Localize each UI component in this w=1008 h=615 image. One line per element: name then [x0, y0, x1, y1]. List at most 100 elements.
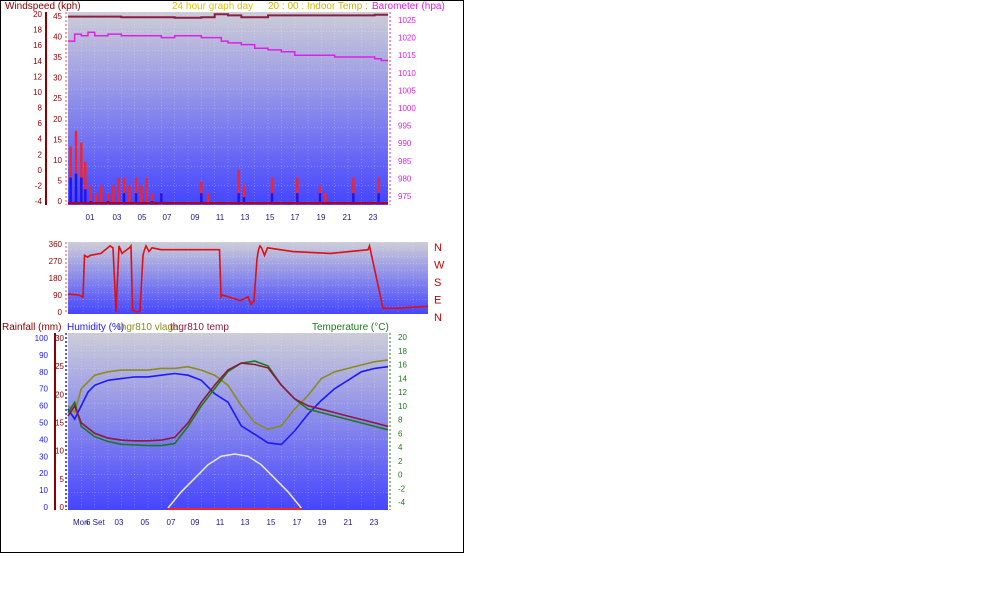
- baro-tick-label: 995: [398, 122, 412, 131]
- hour-label: 03: [113, 213, 122, 222]
- hour-label: 01: [86, 213, 95, 222]
- wind-gust-bar: [145, 177, 148, 203]
- humidity-line: [67, 365, 389, 446]
- wind-avg-bar: [242, 197, 246, 203]
- wind-avg-bar: [200, 193, 203, 203]
- wind-gust-bar: [324, 193, 327, 203]
- wind-gust-bar: [74, 130, 78, 203]
- barometer-line: [68, 31, 388, 62]
- wind-inner-tick-label: 20: [53, 115, 62, 124]
- hour-label: 19: [317, 213, 326, 222]
- wind-gust-bar: [296, 177, 299, 203]
- temperature-tick-label: 0: [398, 471, 403, 480]
- temperature-tick-label: 20: [398, 333, 407, 342]
- wind-tick-label: 10: [33, 88, 42, 97]
- solar-line: [167, 453, 302, 509]
- direction-tick-label: 90: [53, 291, 62, 300]
- wind-avg-bar: [296, 193, 299, 203]
- wind-avg-bar: [74, 173, 78, 203]
- rain-tick-label: 10: [39, 486, 48, 495]
- rain-tick-label: 80: [39, 368, 48, 377]
- hour-label: 13: [241, 213, 250, 222]
- hour-label: 17: [291, 213, 300, 222]
- humidity-tick-label: 15: [55, 419, 64, 428]
- wind-gust-bar: [270, 177, 274, 203]
- humidity-tick-label: 0: [60, 503, 65, 512]
- hour-label: 11: [216, 213, 225, 222]
- wind-avg-bar: [134, 193, 138, 203]
- direction-tick-label: 180: [49, 274, 63, 283]
- wind-gust-bar: [100, 185, 103, 203]
- wind-inner-tick-label: 15: [53, 135, 62, 144]
- humidity-axis-title: Humidity (%): [67, 322, 124, 333]
- humidity-tick-label: 25: [55, 362, 64, 371]
- temperature-tick-label: 14: [398, 374, 407, 383]
- rain-tick-label: 90: [39, 351, 48, 360]
- wind-avg-bar: [160, 193, 163, 203]
- humidity-tick-label: 5: [60, 475, 65, 484]
- wind-gust-bar: [94, 193, 98, 203]
- baro-tick-label: 1010: [398, 69, 416, 78]
- wind-tick-label: 0: [38, 166, 43, 175]
- wind-inner-tick-label: 35: [53, 53, 62, 62]
- wind-gust-bar: [128, 185, 131, 203]
- hour-label: 23: [369, 213, 378, 222]
- compass-label: N: [434, 242, 442, 254]
- wind-gust-bar: [117, 177, 120, 203]
- direction-tick-label: 270: [49, 257, 63, 266]
- baro-tick-label: 1005: [398, 86, 416, 95]
- wind-gust-bar: [122, 177, 126, 203]
- humidity-tick-label: 10: [55, 447, 64, 456]
- rainfall-axis-title: Rainfall (mm): [2, 322, 61, 333]
- temperature-line: [67, 360, 389, 447]
- rain-tick-label: 70: [39, 385, 48, 394]
- wind-tick-label: 18: [33, 26, 42, 35]
- temperature-tick-label: 6: [398, 429, 403, 438]
- panel-wind-baro-bg: [68, 12, 388, 205]
- wind-inner-tick-label: 45: [53, 12, 62, 21]
- temperature-axis-title: Temperature (°C): [312, 322, 389, 333]
- wind-gust-bar: [112, 185, 115, 203]
- day-label: 11: [216, 518, 225, 527]
- wind-avg-bar: [69, 177, 72, 203]
- wind-inner-tick-label: 40: [53, 33, 62, 42]
- temperature-tick-label: 18: [398, 347, 407, 356]
- day-label: 09: [191, 518, 200, 527]
- chart-title: 24 hour graph day: [172, 1, 253, 12]
- vlaga-label: thgr810 vlaga: [118, 322, 179, 333]
- hour-label: 05: [138, 213, 147, 222]
- baro-tick-label: 1025: [398, 16, 416, 25]
- wind-avg-bar: [270, 193, 274, 203]
- rain-tick-label: 40: [39, 435, 48, 444]
- wind-tick-label: 8: [38, 104, 43, 113]
- wind-gust-bar: [206, 193, 210, 203]
- wind-gust-bar: [377, 177, 380, 203]
- wind-tick-label: 20: [33, 10, 42, 19]
- wind-gust-bar: [352, 177, 355, 203]
- panel-direction-bg: [68, 242, 428, 314]
- temperature-tick-label: -2: [398, 484, 406, 493]
- day-label: 23: [370, 518, 379, 527]
- wind-gust-bar: [140, 185, 143, 203]
- humidity-tick-label: 20: [55, 390, 64, 399]
- thgr-temp-label: thgr810 temp: [170, 322, 229, 333]
- wind-direction-line: [67, 243, 429, 313]
- wind-inner-tick-label: 25: [53, 94, 62, 103]
- baro-tick-label: 980: [398, 174, 412, 183]
- day-label: 19: [318, 518, 327, 527]
- compass-label: S: [434, 277, 441, 289]
- baro-axis-title: Barometer (hpa): [372, 1, 445, 12]
- temperature-tick-label: -4: [398, 498, 406, 507]
- wind-tick-label: 14: [33, 57, 42, 66]
- day-label: 17: [293, 518, 302, 527]
- humidity-tick-label: 30: [55, 334, 64, 343]
- hour-label: 21: [343, 213, 352, 222]
- wind-inner-tick-label: 5: [58, 176, 63, 185]
- wind-tick-label: 6: [38, 119, 43, 128]
- wind-tick-label: -2: [35, 181, 43, 190]
- hour-label: 15: [266, 213, 275, 222]
- overlay-text: 20 : 00 : Indoor Temp : ...: [268, 1, 379, 12]
- panel-temp-humidity-bg: [68, 333, 388, 510]
- day-label: 05: [141, 518, 150, 527]
